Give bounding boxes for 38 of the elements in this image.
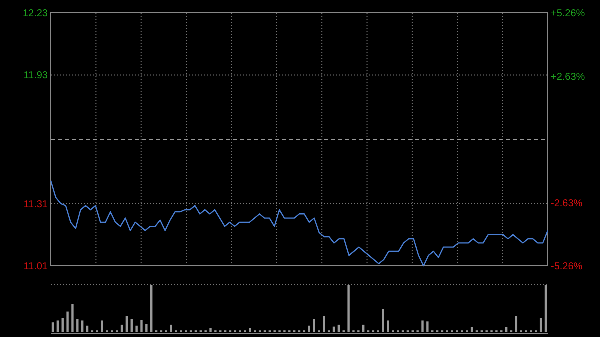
bar [120, 324, 124, 332]
bar [544, 285, 548, 332]
bar [313, 319, 316, 332]
bar [382, 309, 384, 332]
bar [170, 324, 172, 332]
bar [150, 285, 153, 332]
bar [52, 322, 54, 332]
bar [136, 326, 138, 332]
bar [338, 324, 340, 332]
bar [362, 324, 365, 332]
y2-tick-label: -5.26% [551, 262, 583, 272]
y2-tick-label: +2.63% [551, 72, 586, 83]
bar [62, 318, 64, 332]
bar [540, 318, 542, 332]
bar [387, 320, 390, 332]
y-tick-label: 11.31 [24, 199, 48, 210]
bar [126, 316, 128, 332]
bar [249, 328, 252, 332]
bar [72, 304, 74, 332]
bar [210, 328, 212, 332]
bar [348, 285, 350, 332]
y-tick-label: 11.93 [24, 70, 48, 82]
bar [515, 316, 518, 332]
bar [426, 322, 429, 332]
bar [140, 320, 143, 332]
y2-tick-label: +5.26% [551, 8, 586, 20]
y-tick-label: 12.23 [22, 8, 48, 20]
bar [56, 320, 60, 332]
bar [422, 320, 424, 332]
bar [66, 312, 69, 332]
line-series [50, 180, 549, 267]
bar [81, 320, 84, 332]
bar [323, 316, 326, 332]
bar [101, 320, 104, 332]
y2-tick-label: -2.63% [551, 198, 583, 210]
bar [146, 324, 148, 332]
bar [76, 319, 79, 332]
y-tick-label: 11.01 [24, 262, 48, 272]
